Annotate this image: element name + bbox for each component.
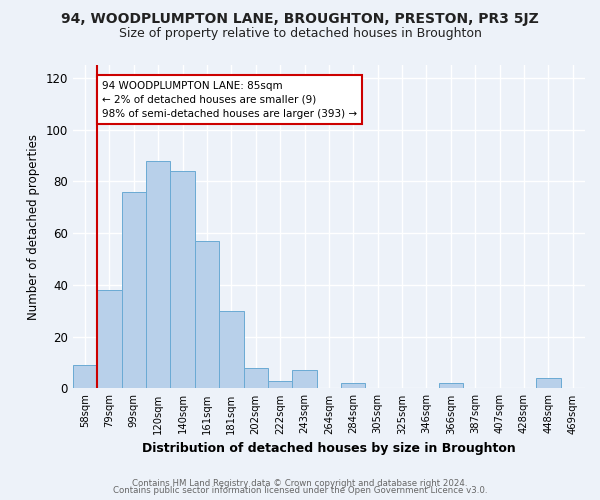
Text: Size of property relative to detached houses in Broughton: Size of property relative to detached ho… [119,28,481,40]
Bar [73,365,97,388]
Text: 94 WOODPLUMPTON LANE: 85sqm
← 2% of detached houses are smaller (9)
98% of semi-: 94 WOODPLUMPTON LANE: 85sqm ← 2% of deta… [102,80,357,118]
Bar [244,368,268,388]
Bar [292,370,317,388]
Text: Contains public sector information licensed under the Open Government Licence v3: Contains public sector information licen… [113,486,487,495]
Bar [122,192,146,388]
Bar [439,384,463,388]
Bar [195,241,219,388]
Bar [219,311,244,388]
Text: Contains HM Land Registry data © Crown copyright and database right 2024.: Contains HM Land Registry data © Crown c… [132,478,468,488]
Bar [341,384,365,388]
Bar [146,160,170,388]
X-axis label: Distribution of detached houses by size in Broughton: Distribution of detached houses by size … [142,442,516,455]
Bar [97,290,122,388]
Y-axis label: Number of detached properties: Number of detached properties [27,134,40,320]
Text: 94, WOODPLUMPTON LANE, BROUGHTON, PRESTON, PR3 5JZ: 94, WOODPLUMPTON LANE, BROUGHTON, PRESTO… [61,12,539,26]
Bar [170,171,195,388]
Bar [536,378,560,388]
Bar [268,380,292,388]
